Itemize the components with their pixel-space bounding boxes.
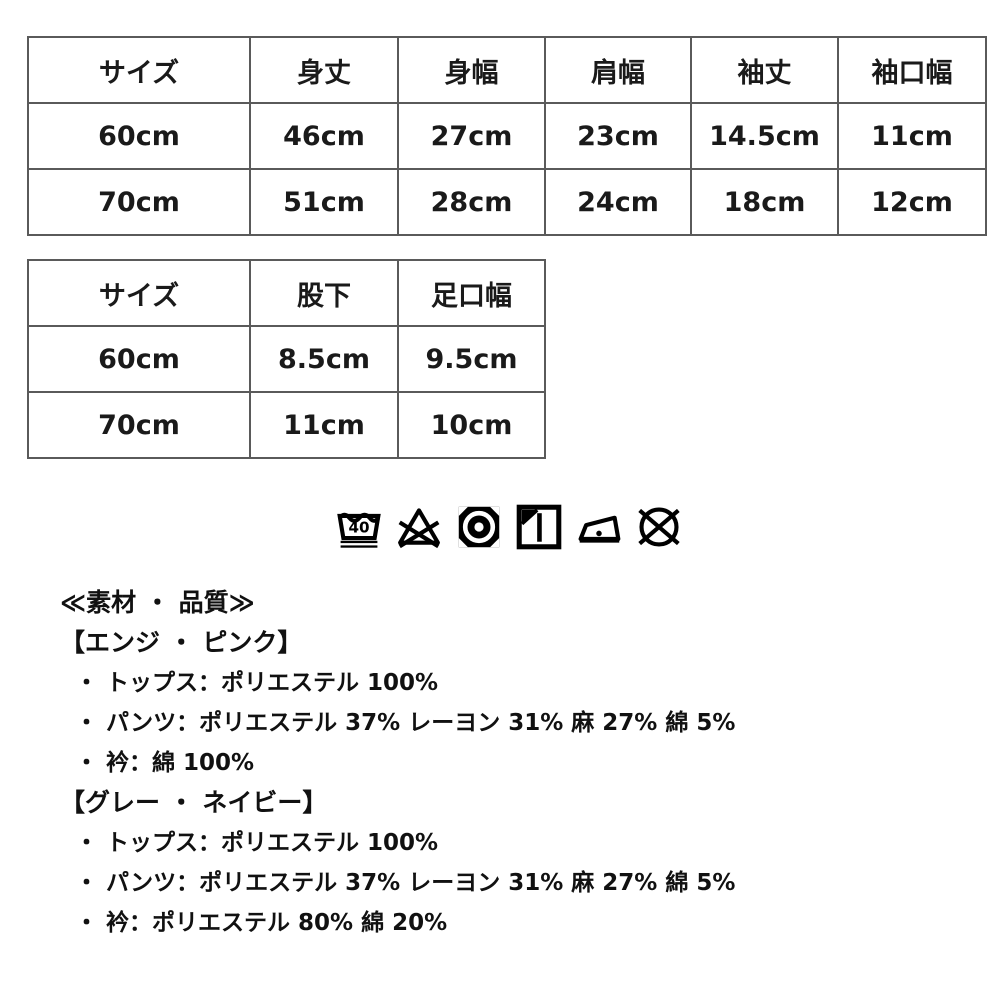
cell-body-length: 46cm	[249, 102, 399, 170]
material-item: ・ パンツ：ポリエステル 37% レーヨン 31% 麻 27% 綿 5%	[75, 870, 736, 896]
cell-cuff-width: 11cm	[837, 102, 987, 170]
material-quality-section: ≪素材 ・ 品質≫ 【エンジ ・ ピンク】 ・ トップス：ポリエステル 100%…	[60, 583, 960, 943]
care-symbol-row: 40	[336, 504, 682, 550]
no-dryclean-icon	[638, 507, 680, 547]
material-item: ・ 衿：ポリエステル 80% 綿 20%	[75, 910, 448, 936]
cell-size: 70cm	[27, 168, 251, 236]
no-bleach-icon	[398, 508, 440, 549]
cell-body-width: 27cm	[397, 102, 546, 170]
cell-hem-width: 10cm	[397, 391, 546, 459]
table-row: 70cm 11cm 10cm	[27, 391, 546, 459]
table-row: 60cm 46cm 27cm 23cm 14.5cm 11cm	[27, 102, 987, 170]
tumble-dry-icon	[458, 506, 500, 548]
column-header-body-length: 身丈	[249, 36, 399, 104]
tops-size-table: サイズ 身丈 身幅 肩幅 袖丈 袖口幅 60cm 46cm 27cm 23cm …	[27, 36, 987, 236]
cell-shoulder-width: 24cm	[544, 168, 692, 236]
table-header-row: サイズ 身丈 身幅 肩幅 袖丈 袖口幅	[27, 36, 987, 104]
cell-sleeve-length: 14.5cm	[690, 102, 839, 170]
material-item: ・ パンツ：ポリエステル 37% レーヨン 31% 麻 27% 綿 5%	[75, 710, 736, 736]
cell-body-length: 51cm	[249, 168, 399, 236]
column-header-cuff-width: 袖口幅	[837, 36, 987, 104]
cell-size: 70cm	[27, 391, 251, 459]
cell-cuff-width: 12cm	[837, 168, 987, 236]
cell-body-width: 28cm	[397, 168, 546, 236]
column-header-size: サイズ	[27, 36, 251, 104]
wash-40-icon: 40	[337, 512, 381, 548]
column-header-shoulder-width: 肩幅	[544, 36, 692, 104]
column-header-body-width: 身幅	[397, 36, 546, 104]
svg-text:40: 40	[348, 519, 369, 537]
material-item: ・ トップス：ポリエステル 100%	[75, 830, 439, 856]
cell-size: 60cm	[27, 102, 251, 170]
column-header-hem-width: 足口幅	[397, 259, 546, 327]
material-item: ・ トップス：ポリエステル 100%	[75, 670, 439, 696]
color-group-heading-2: 【グレー ・ ネイビー】	[60, 788, 328, 817]
cell-size: 60cm	[27, 325, 251, 393]
cell-inseam: 8.5cm	[249, 325, 399, 393]
iron-low-icon	[578, 515, 621, 543]
cell-shoulder-width: 23cm	[544, 102, 692, 170]
material-section-title: ≪素材 ・ 品質≫	[60, 588, 255, 617]
drip-dry-shade-icon	[516, 504, 562, 550]
material-item: ・ 衿：綿 100%	[75, 750, 255, 776]
table-header-row: サイズ 股下 足口幅	[27, 259, 546, 327]
column-header-sleeve-length: 袖丈	[690, 36, 839, 104]
table-row: 60cm 8.5cm 9.5cm	[27, 325, 546, 393]
cell-sleeve-length: 18cm	[690, 168, 839, 236]
column-header-size: サイズ	[27, 259, 251, 327]
table-row: 70cm 51cm 28cm 24cm 18cm 12cm	[27, 168, 987, 236]
color-group-heading-1: 【エンジ ・ ピンク】	[60, 628, 303, 657]
column-header-inseam: 股下	[249, 259, 399, 327]
pants-size-table: サイズ 股下 足口幅 60cm 8.5cm 9.5cm 70cm 11cm 10…	[27, 259, 546, 459]
cell-inseam: 11cm	[249, 391, 399, 459]
cell-hem-width: 9.5cm	[397, 325, 546, 393]
